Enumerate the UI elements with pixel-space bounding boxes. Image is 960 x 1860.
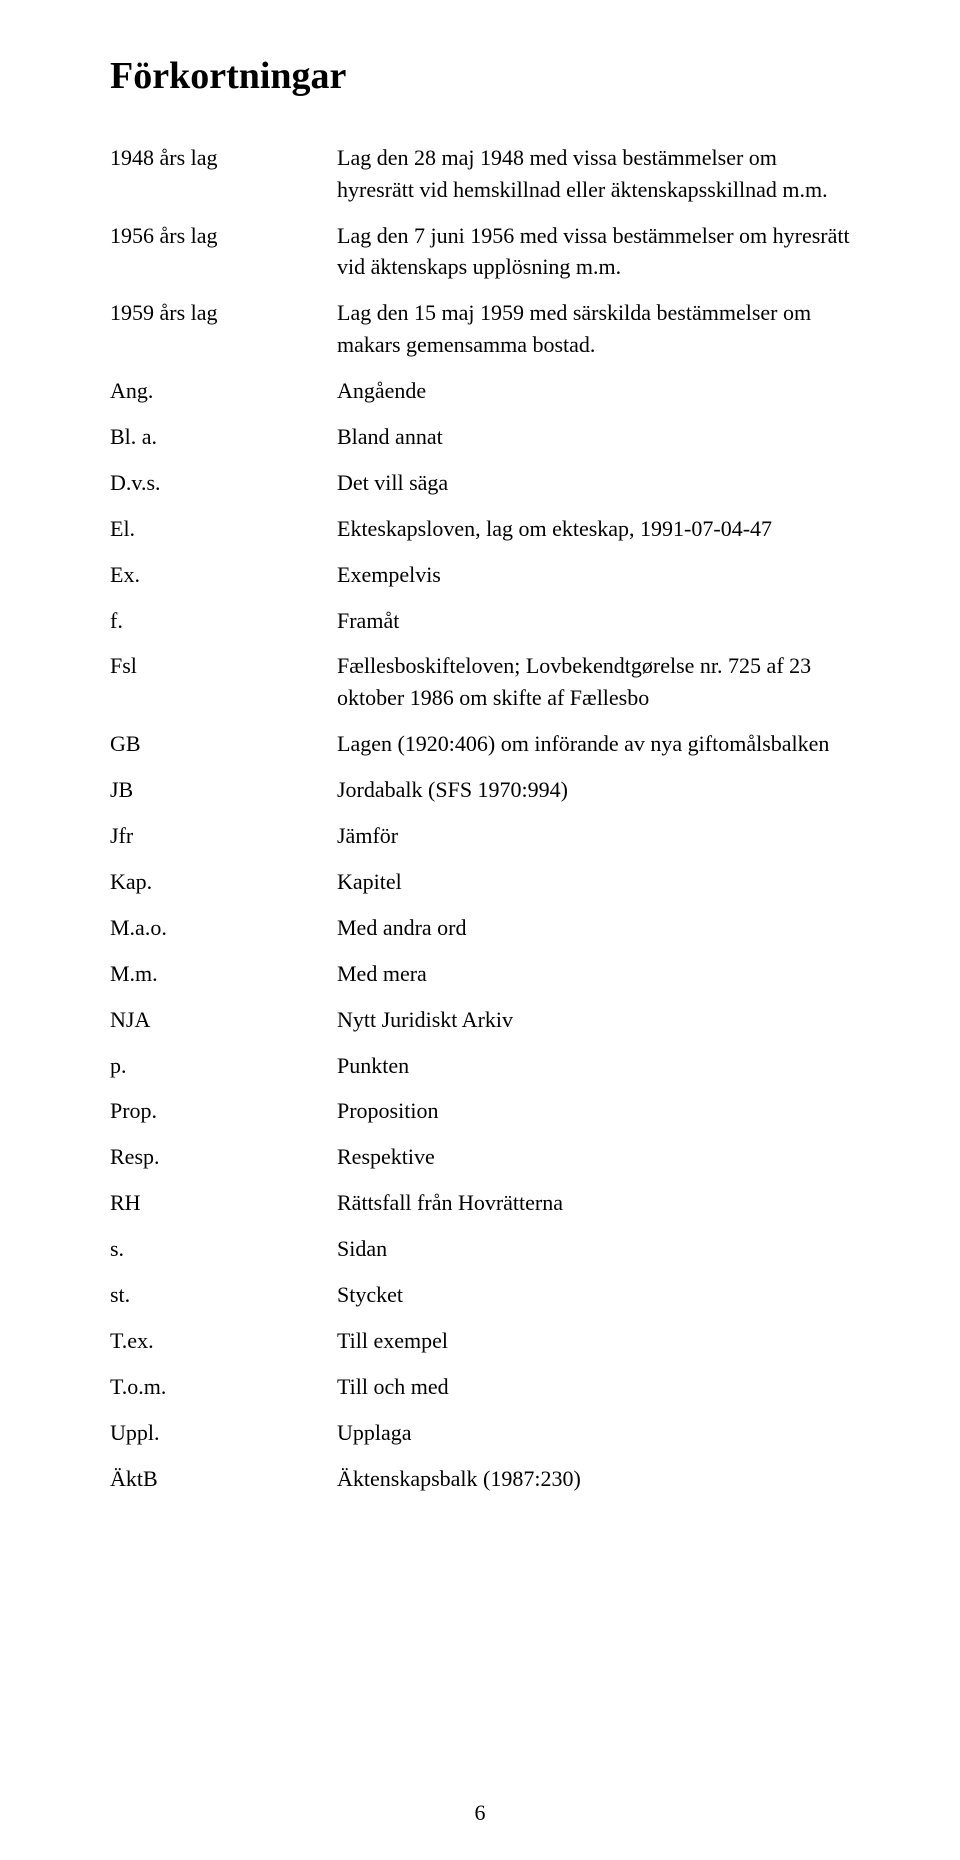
abbreviation-row: 1956 års lagLag den 7 juni 1956 med viss… [110, 220, 850, 284]
abbreviation-term: 1959 års lag [110, 297, 337, 329]
abbreviation-definition: Sidan [337, 1233, 850, 1265]
abbreviation-term: Ex. [110, 559, 337, 591]
abbreviation-definition: Till exempel [337, 1325, 850, 1357]
abbreviation-term: Bl. a. [110, 421, 337, 453]
abbreviation-row: Kap.Kapitel [110, 866, 850, 898]
abbreviation-row: ÄktBÄktenskapsbalk (1987:230) [110, 1463, 850, 1495]
abbreviation-definition: Lagen (1920:406) om införande av nya gif… [337, 728, 850, 760]
document-page: Förkortningar 1948 års lagLag den 28 maj… [0, 0, 960, 1860]
abbreviation-row: p.Punkten [110, 1050, 850, 1082]
abbreviation-definition: Upplaga [337, 1417, 850, 1449]
abbreviation-term: NJA [110, 1004, 337, 1036]
abbreviation-row: M.a.o.Med andra ord [110, 912, 850, 944]
abbreviation-row: s.Sidan [110, 1233, 850, 1265]
abbreviation-definition: Med mera [337, 958, 850, 990]
abbreviation-definition: Proposition [337, 1095, 850, 1127]
abbreviation-row: D.v.s.Det vill säga [110, 467, 850, 499]
page-title: Förkortningar [110, 56, 850, 98]
abbreviation-definition: Exempelvis [337, 559, 850, 591]
abbreviation-row: f.Framåt [110, 605, 850, 637]
abbreviation-row: 1959 års lagLag den 15 maj 1959 med särs… [110, 297, 850, 361]
abbreviation-row: FslFællesboskifteloven; Lovbekendtgørels… [110, 650, 850, 714]
abbreviation-term: 1956 års lag [110, 220, 337, 252]
abbreviation-term: st. [110, 1279, 337, 1311]
abbreviation-definition: Framåt [337, 605, 850, 637]
abbreviation-definition: Punkten [337, 1050, 850, 1082]
abbreviation-row: Ang.Angående [110, 375, 850, 407]
abbreviation-definition: Bland annat [337, 421, 850, 453]
abbreviation-term: p. [110, 1050, 337, 1082]
abbreviation-definition: Lag den 28 maj 1948 med vissa bestämmels… [337, 142, 850, 206]
abbreviation-term: Jfr [110, 820, 337, 852]
abbreviation-term: s. [110, 1233, 337, 1265]
abbreviation-row: RHRättsfall från Hovrätterna [110, 1187, 850, 1219]
abbreviation-term: f. [110, 605, 337, 637]
abbreviation-row: NJANytt Juridiskt Arkiv [110, 1004, 850, 1036]
abbreviation-row: Ex.Exempelvis [110, 559, 850, 591]
abbreviation-row: M.m.Med mera [110, 958, 850, 990]
abbreviation-term: Resp. [110, 1141, 337, 1173]
abbreviation-definition: Nytt Juridiskt Arkiv [337, 1004, 850, 1036]
abbreviation-term: Uppl. [110, 1417, 337, 1449]
abbreviation-row: Resp.Respektive [110, 1141, 850, 1173]
abbreviation-term: Fsl [110, 650, 337, 682]
abbreviation-term: T.ex. [110, 1325, 337, 1357]
abbreviation-definition: Med andra ord [337, 912, 850, 944]
abbreviation-definition: Det vill säga [337, 467, 850, 499]
abbreviation-definition: Lag den 15 maj 1959 med särskilda bestäm… [337, 297, 850, 361]
abbreviation-definition: Stycket [337, 1279, 850, 1311]
abbreviation-row: Uppl.Upplaga [110, 1417, 850, 1449]
abbreviation-row: JBJordabalk (SFS 1970:994) [110, 774, 850, 806]
abbreviation-term: GB [110, 728, 337, 760]
abbreviation-list: 1948 års lagLag den 28 maj 1948 med viss… [110, 142, 850, 1495]
abbreviation-term: Ang. [110, 375, 337, 407]
abbreviation-term: Prop. [110, 1095, 337, 1127]
abbreviation-definition: Kapitel [337, 866, 850, 898]
abbreviation-term: D.v.s. [110, 467, 337, 499]
abbreviation-row: T.o.m.Till och med [110, 1371, 850, 1403]
abbreviation-term: JB [110, 774, 337, 806]
abbreviation-definition: Rättsfall från Hovrätterna [337, 1187, 850, 1219]
abbreviation-definition: Fællesboskifteloven; Lovbekendtgørelse n… [337, 650, 850, 714]
abbreviation-term: Kap. [110, 866, 337, 898]
abbreviation-term: T.o.m. [110, 1371, 337, 1403]
abbreviation-row: 1948 års lagLag den 28 maj 1948 med viss… [110, 142, 850, 206]
abbreviation-row: JfrJämför [110, 820, 850, 852]
abbreviation-definition: Lag den 7 juni 1956 med vissa bestämmels… [337, 220, 850, 284]
abbreviation-term: El. [110, 513, 337, 545]
abbreviation-row: T.ex.Till exempel [110, 1325, 850, 1357]
abbreviation-row: st.Stycket [110, 1279, 850, 1311]
abbreviation-definition: Ekteskapsloven, lag om ekteskap, 1991-07… [337, 513, 850, 545]
abbreviation-row: Bl. a.Bland annat [110, 421, 850, 453]
page-number: 6 [0, 1800, 960, 1826]
abbreviation-definition: Jämför [337, 820, 850, 852]
abbreviation-term: RH [110, 1187, 337, 1219]
abbreviation-definition: Respektive [337, 1141, 850, 1173]
abbreviation-definition: Angående [337, 375, 850, 407]
abbreviation-row: GBLagen (1920:406) om införande av nya g… [110, 728, 850, 760]
abbreviation-term: M.a.o. [110, 912, 337, 944]
abbreviation-term: ÄktB [110, 1463, 337, 1495]
abbreviation-definition: Äktenskapsbalk (1987:230) [337, 1463, 850, 1495]
abbreviation-row: Prop.Proposition [110, 1095, 850, 1127]
abbreviation-term: 1948 års lag [110, 142, 337, 174]
abbreviation-definition: Till och med [337, 1371, 850, 1403]
abbreviation-row: El.Ekteskapsloven, lag om ekteskap, 1991… [110, 513, 850, 545]
abbreviation-definition: Jordabalk (SFS 1970:994) [337, 774, 850, 806]
abbreviation-term: M.m. [110, 958, 337, 990]
